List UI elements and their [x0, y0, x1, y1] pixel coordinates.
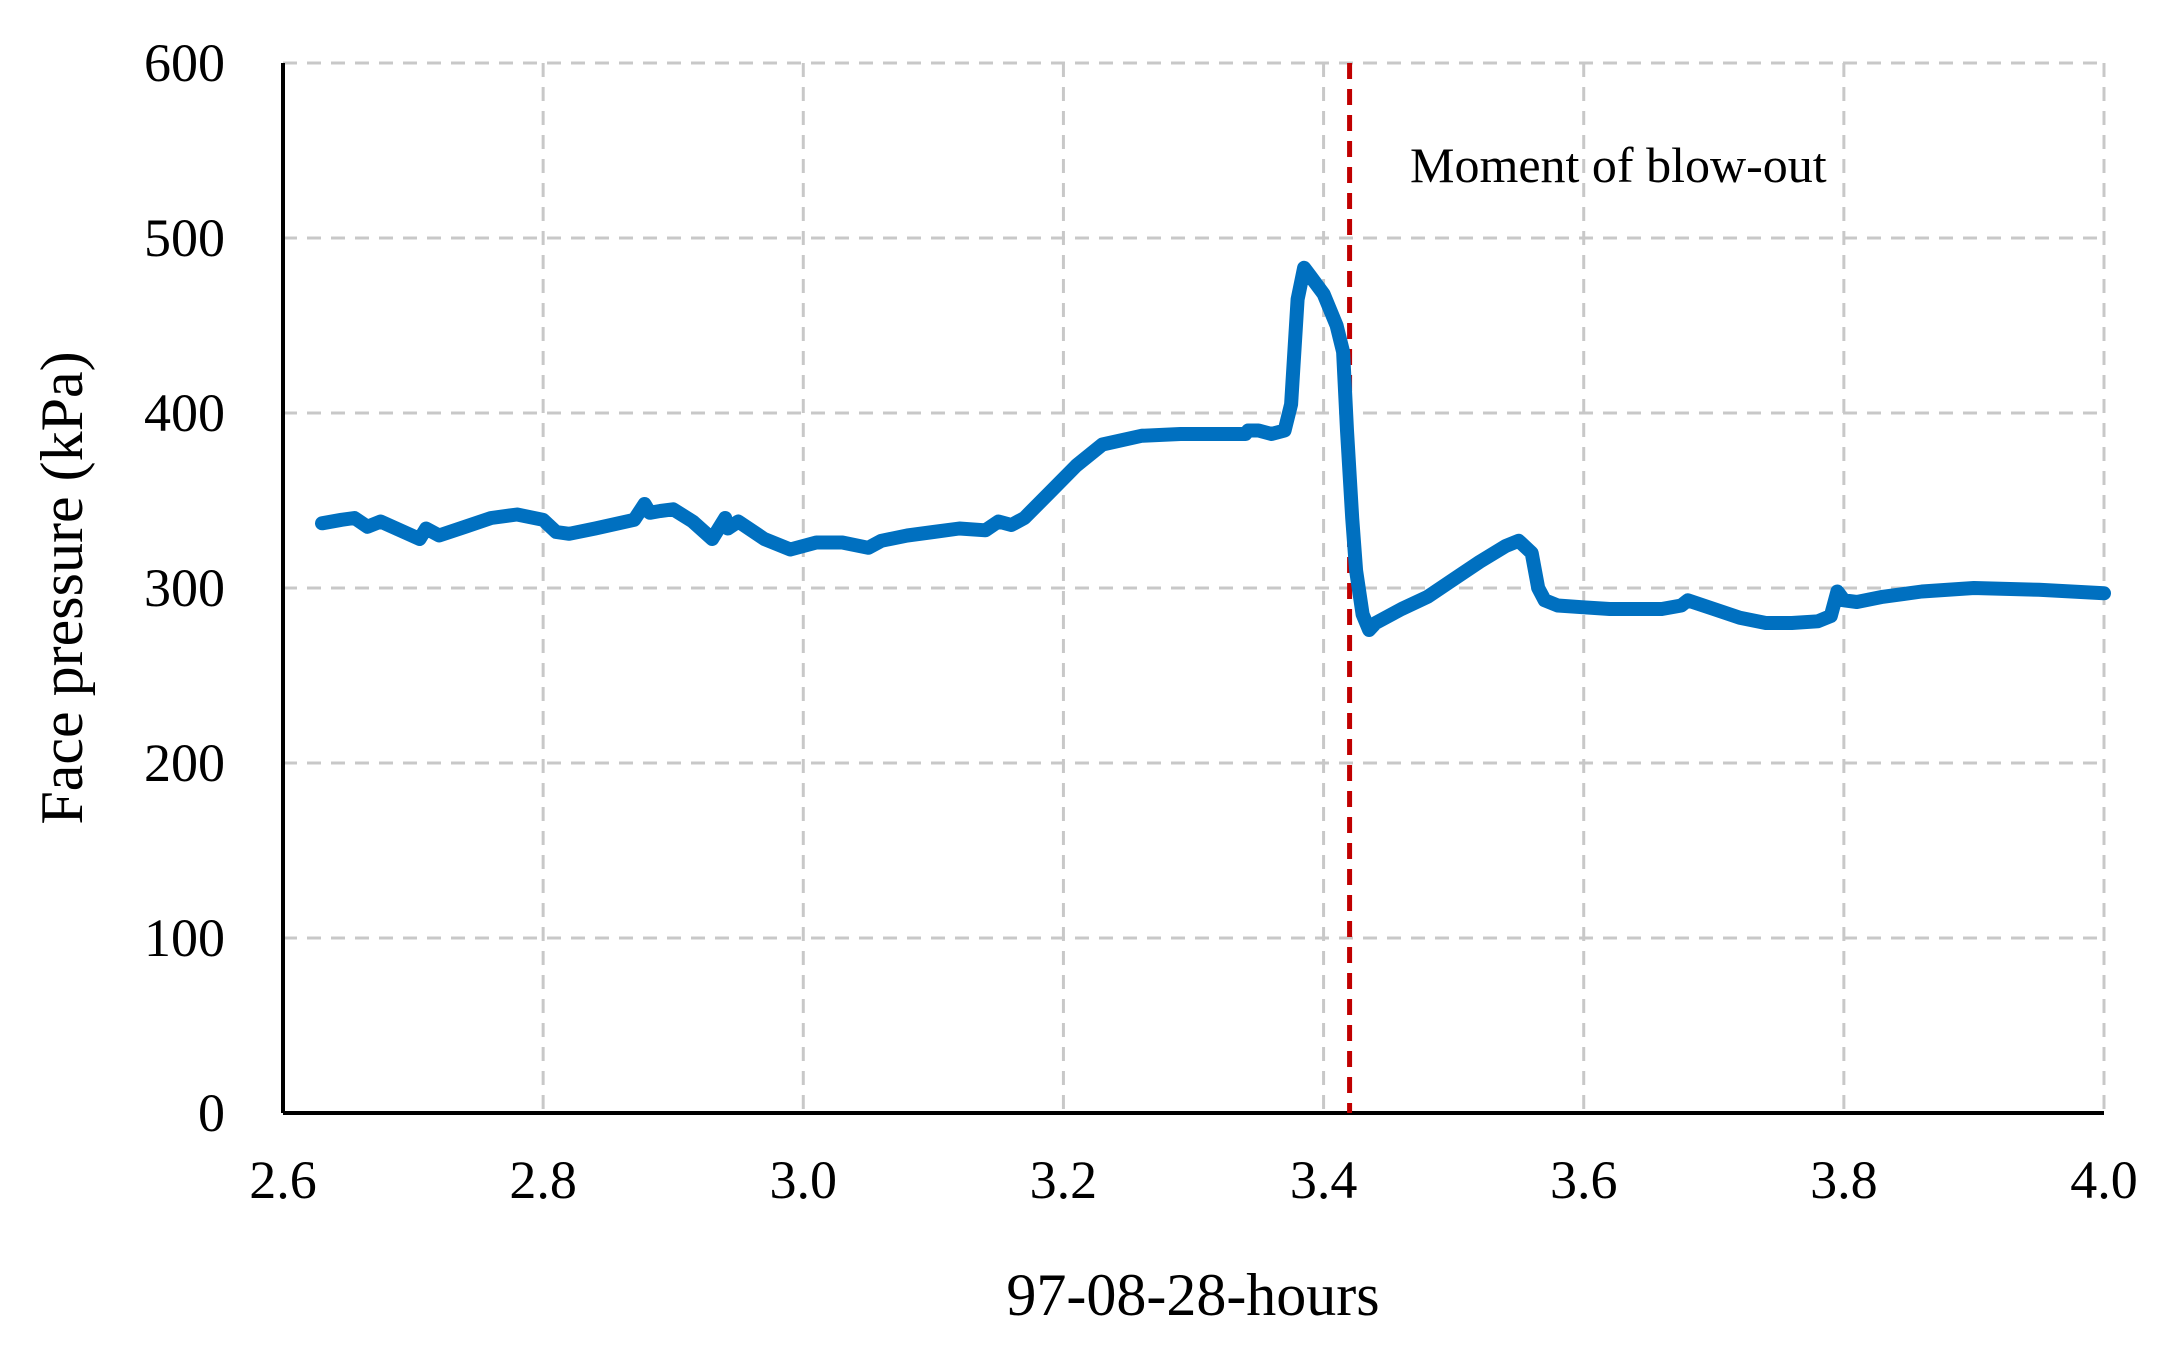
series-layer — [315, 260, 2111, 637]
x-tick-label: 3.6 — [1550, 1150, 1618, 1210]
y-tick-label: 0 — [198, 1083, 225, 1143]
y-tick-label: 200 — [144, 733, 225, 793]
y-tick-label: 400 — [144, 383, 225, 443]
x-tick-label: 3.4 — [1290, 1150, 1358, 1210]
x-tick-labels: 2.6 2.8 3.0 3.2 3.4 3.6 3.8 4.0 — [249, 1150, 2138, 1210]
y-axis-title: Face pressure (kPa) — [29, 351, 95, 824]
y-tick-label: 100 — [144, 908, 225, 968]
x-tick-label: 3.8 — [1810, 1150, 1878, 1210]
y-tick-label: 500 — [144, 208, 225, 268]
x-tick-label: 3.0 — [770, 1150, 838, 1210]
blow-out-annotation: Moment of blow-out — [1410, 137, 1827, 193]
y-tick-label: 300 — [144, 558, 225, 618]
x-tick-label: 2.8 — [509, 1150, 577, 1210]
x-tick-label: 2.6 — [249, 1150, 317, 1210]
x-tick-label: 3.2 — [1030, 1150, 1098, 1210]
y-tick-labels: 0 100 200 300 400 500 600 — [144, 33, 225, 1143]
grid-lines — [283, 61, 2106, 1113]
x-tick-label: 4.0 — [2070, 1150, 2138, 1210]
face-pressure-line — [315, 260, 2111, 637]
x-axis-title: 97-08-28-hours — [1006, 1262, 1379, 1328]
y-tick-label: 600 — [144, 33, 225, 93]
axes — [281, 63, 2104, 1115]
